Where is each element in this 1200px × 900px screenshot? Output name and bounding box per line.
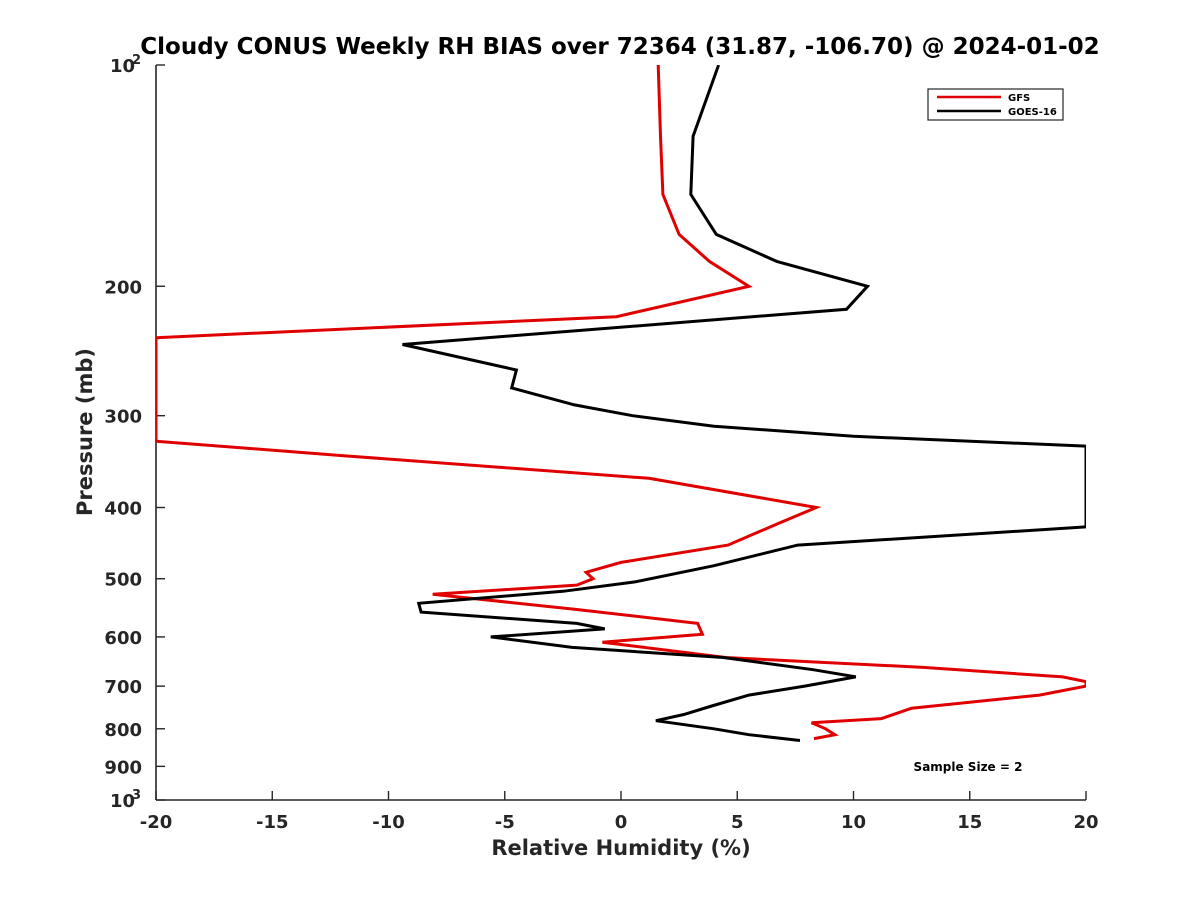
y-tick-label: 600: [104, 628, 142, 649]
x-tick-label: 10: [841, 812, 866, 833]
x-tick-label: -15: [256, 812, 289, 833]
x-tick-label: -20: [140, 812, 173, 833]
sample-size-annotation: Sample Size = 2: [914, 760, 1023, 774]
x-tick-label: 15: [957, 812, 982, 833]
y-tick-label: 400: [104, 499, 142, 520]
y-bottom-label: 10: [110, 791, 135, 812]
y-top-label: 10: [110, 56, 135, 77]
y-tick-label: 300: [104, 407, 142, 428]
chart-title: Cloudy CONUS Weekly RH BIAS over 72364 (…: [140, 34, 1099, 60]
legend-label-goes-16: GOES-16: [1008, 107, 1057, 118]
y-top-label-exponent: 2: [132, 53, 141, 68]
y-tick-label: 200: [104, 277, 142, 298]
x-axis-label: Relative Humidity (%): [491, 836, 750, 860]
y-tick-label: 500: [104, 570, 142, 591]
axes: -20 -15 -10 -5 0 5 10 15 20 200 300 400 500 600 700 800…: [104, 53, 1098, 833]
x-tick-label: -10: [372, 812, 405, 833]
legend-box: [927, 88, 1064, 121]
series-lines: [156, 65, 1086, 742]
y-tick-label: 900: [104, 757, 142, 778]
legend-label-gfs: GFS: [1008, 93, 1030, 104]
x-tick-label: 0: [615, 812, 628, 833]
x-tick-label: -5: [495, 812, 515, 833]
y-tick-label: 800: [104, 720, 142, 741]
y-axis-label: Pressure (mb): [73, 348, 97, 516]
y-bottom-label-exponent: 3: [132, 788, 141, 803]
legend: GFS GOES-16: [927, 88, 1064, 121]
x-tick-label: 20: [1073, 812, 1098, 833]
x-tick-label: 5: [731, 812, 744, 833]
series-line-gfs: [156, 65, 1086, 741]
y-tick-label: 700: [104, 677, 142, 698]
series-line-goes-16: [402, 65, 1086, 742]
